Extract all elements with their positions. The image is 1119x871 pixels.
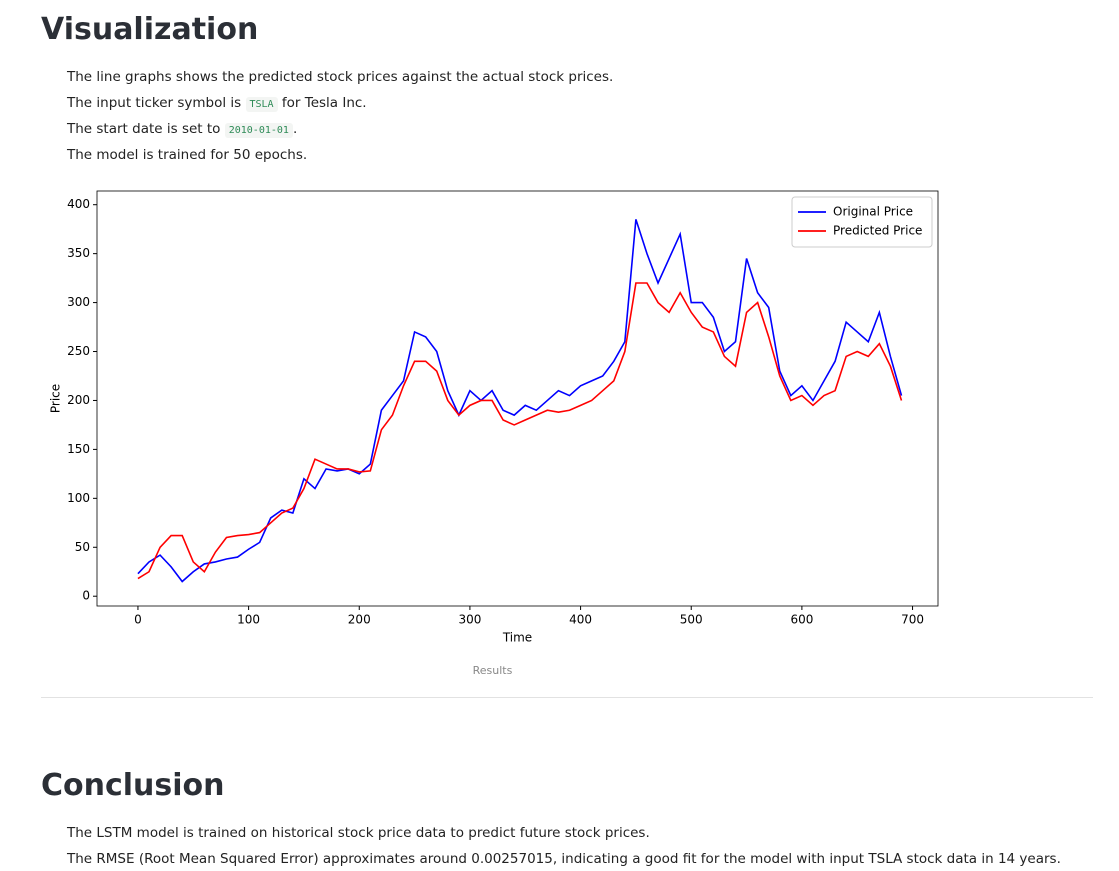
x-tick-label: 300 <box>458 613 481 627</box>
y-tick-label: 150 <box>67 442 90 456</box>
y-tick-label: 250 <box>67 344 90 358</box>
legend-box <box>791 196 933 248</box>
legend-label: Predicted Price <box>833 224 922 238</box>
paragraph: The start date is set to 2010-01-01. <box>67 121 298 138</box>
divider <box>41 697 1093 698</box>
y-tick-label: 50 <box>75 540 90 554</box>
x-tick-label: 400 <box>569 613 592 627</box>
y-tick-label: 300 <box>67 295 90 309</box>
y-tick-label: 100 <box>67 491 90 505</box>
plot-area <box>96 190 939 607</box>
x-tick-label: 200 <box>348 613 371 627</box>
text: The start date is set to <box>67 121 225 137</box>
legend-label: Original Price <box>833 205 913 219</box>
chart: 0 100 200 300 400 500 600 700 0 50 100 150 200 250 300… <box>49 190 939 645</box>
price-line <box>137 219 903 583</box>
heading: Conclusion <box>41 768 225 803</box>
x-axis-label: Time <box>502 631 532 645</box>
x-tick-label: 600 <box>790 613 813 627</box>
text: The model is trained for 50 epochs. <box>67 147 308 163</box>
text: The input ticker symbol is <box>67 95 246 111</box>
y-tick-label: 350 <box>67 246 90 260</box>
x-tick-label: 500 <box>680 613 703 627</box>
x-tick-label: 700 <box>901 613 924 627</box>
paragraph: The LSTM model is trained on historical … <box>67 825 650 841</box>
x-tick-label: 100 <box>237 613 260 627</box>
price-line <box>137 282 903 580</box>
y-tick-label: 400 <box>67 197 90 211</box>
x-tick-label: 0 <box>134 613 142 627</box>
y-axis-label: Price <box>49 384 63 413</box>
y-tick-label: 200 <box>67 393 90 407</box>
heading: Visualization <box>41 12 259 47</box>
text: . <box>292 121 298 137</box>
caption: Results <box>472 664 513 677</box>
code: TSLA <box>245 97 278 112</box>
paragraph: The line graphs shows the predicted stoc… <box>67 69 613 85</box>
paragraph: The RMSE (Root Mean Squared Error) appro… <box>67 851 1061 867</box>
paragraph: The model is trained for 50 epochs. <box>67 147 307 163</box>
y-tick-label: 0 <box>82 589 90 603</box>
text: for Tesla Inc. <box>277 95 367 111</box>
paragraph: The input ticker symbol is TSLA for Tesl… <box>67 95 367 112</box>
text: The line graphs shows the predicted stoc… <box>67 69 614 85</box>
code: 2010-01-01 <box>224 123 293 138</box>
